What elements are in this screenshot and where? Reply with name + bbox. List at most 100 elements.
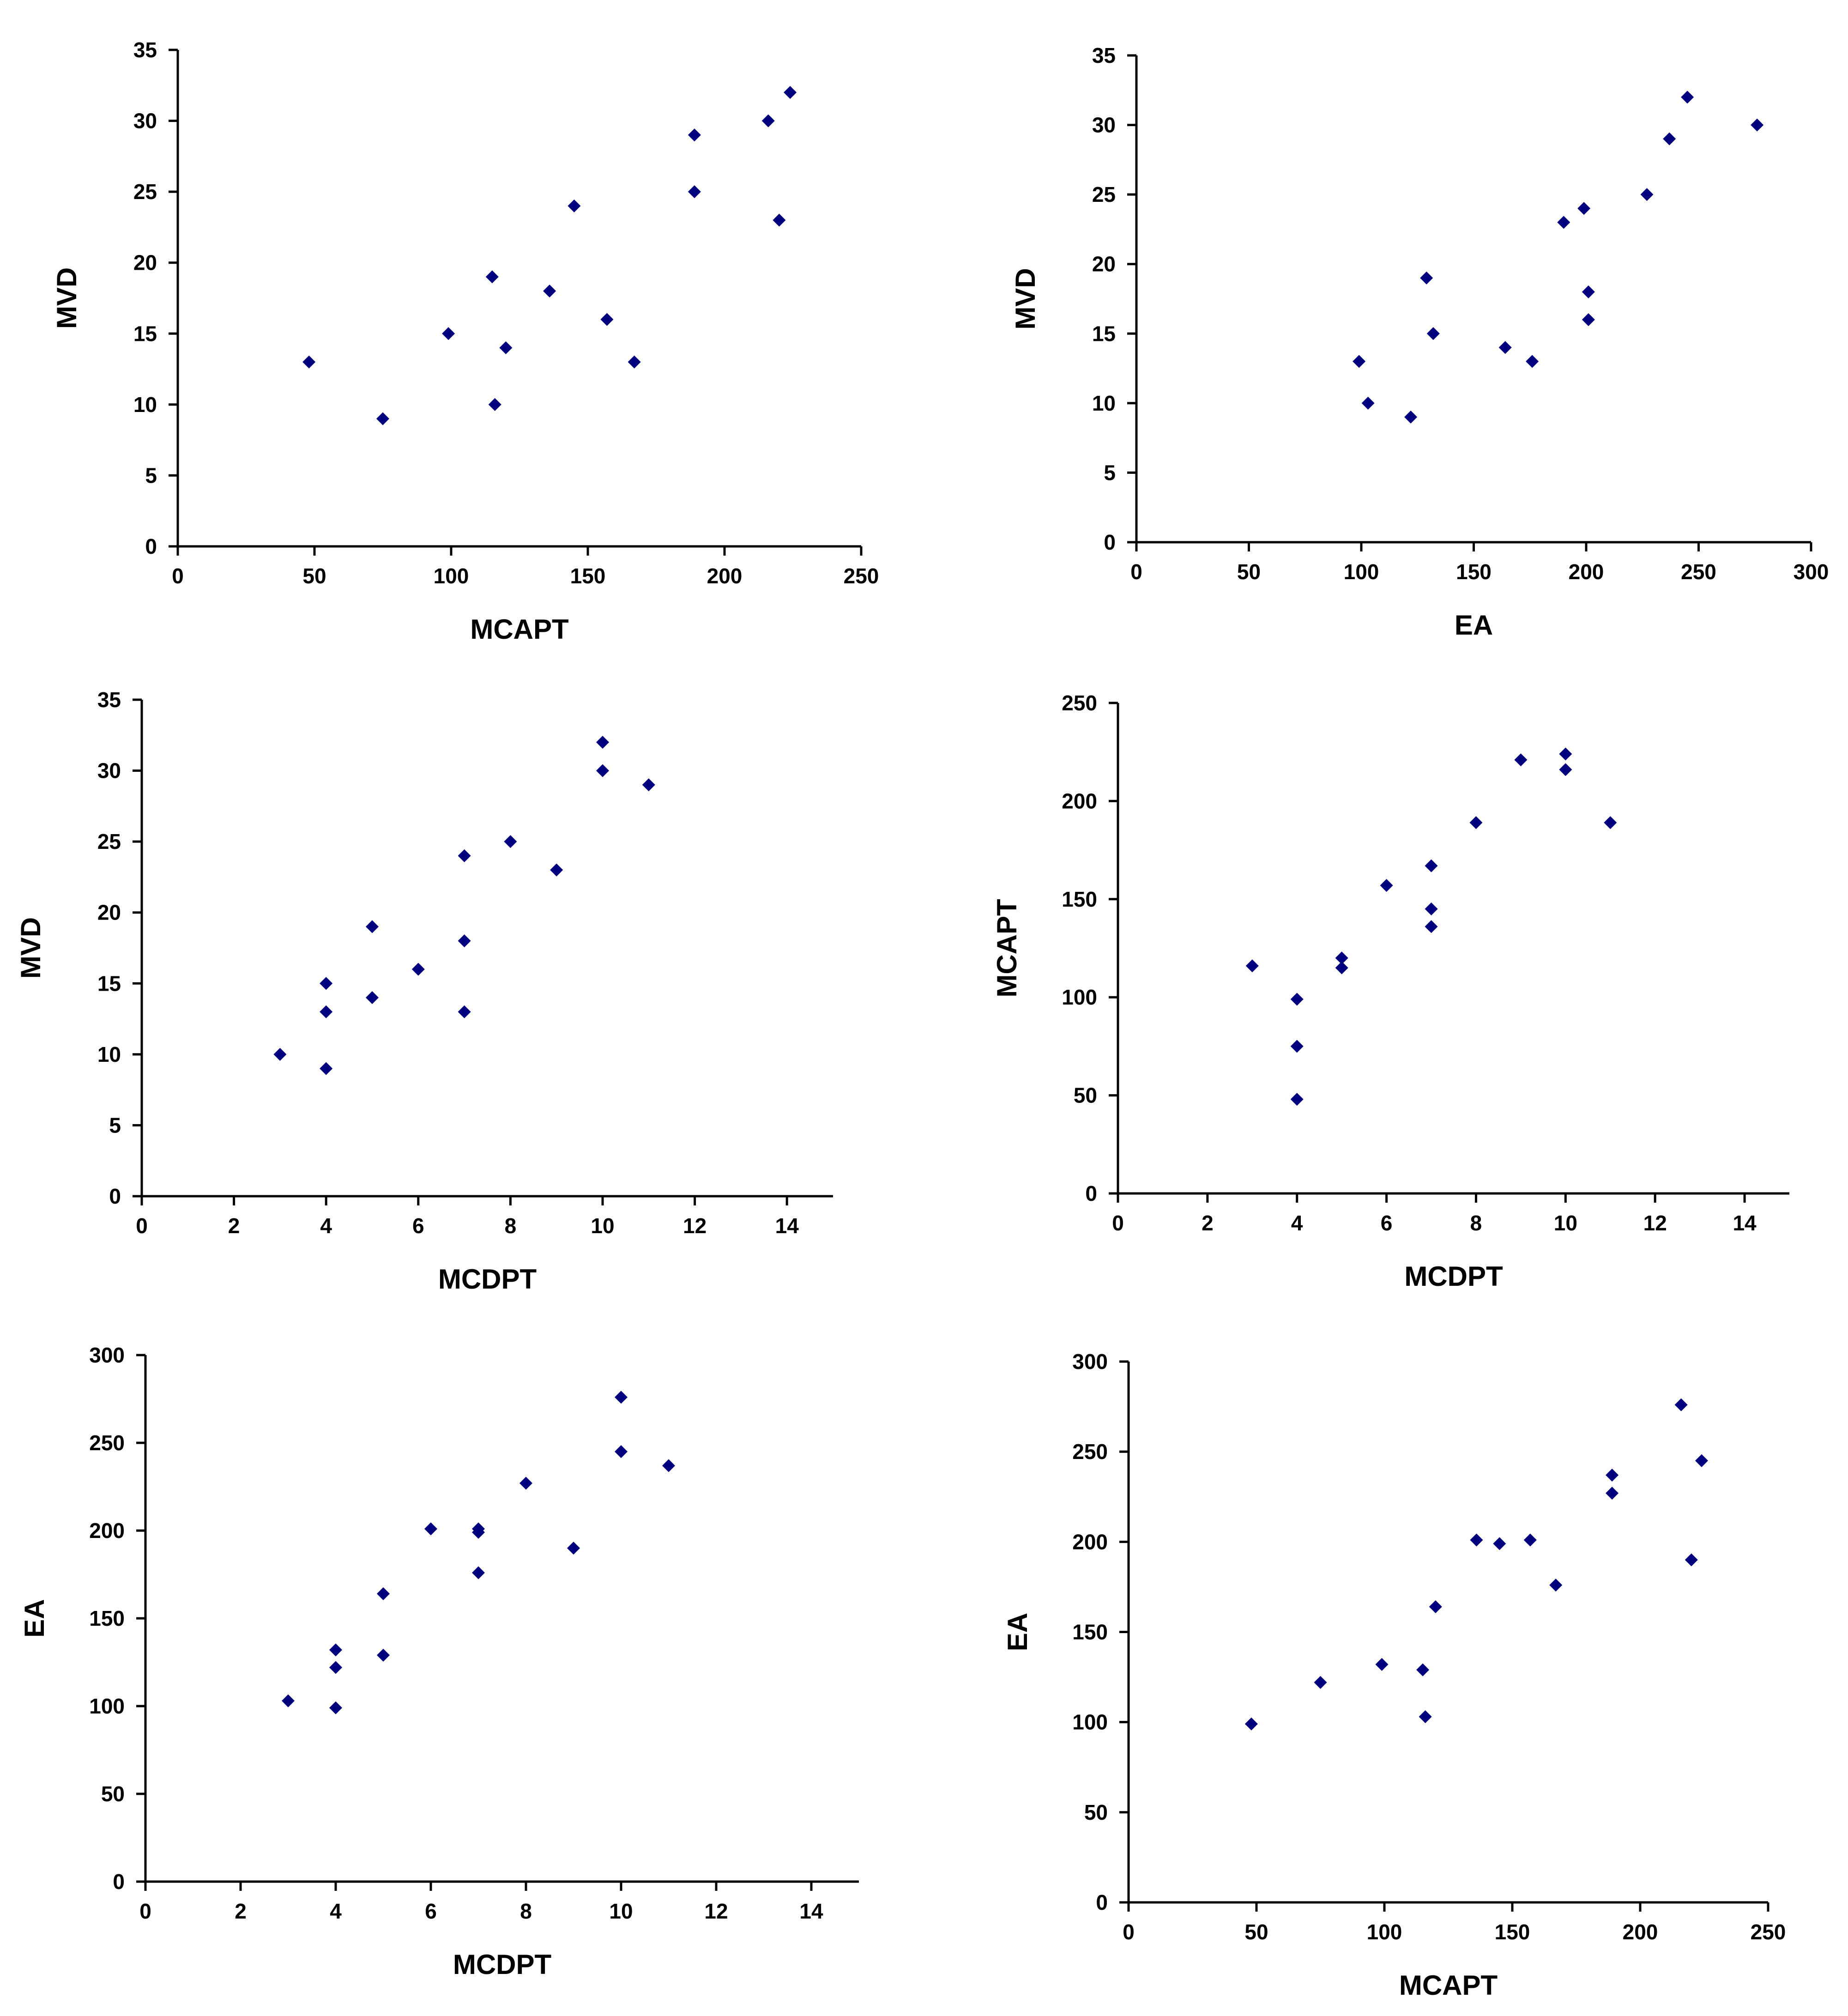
data-point <box>1361 396 1375 410</box>
x-tick-label: 150 <box>1456 560 1492 584</box>
x-tick-label: 0 <box>1123 1920 1135 1944</box>
data-point <box>458 849 471 862</box>
data-point <box>1380 879 1393 892</box>
y-tick-label: 15 <box>1092 321 1116 345</box>
data-point <box>1469 816 1483 829</box>
data-point <box>442 327 455 340</box>
y-tick-label: 50 <box>101 1782 125 1806</box>
x-tick-label: 10 <box>591 1214 614 1238</box>
y-tick-label: 15 <box>133 321 157 345</box>
y-tick-label: 100 <box>1072 1710 1108 1734</box>
x-tick-label: 4 <box>320 1214 332 1238</box>
x-axis-title: MCAPT <box>470 614 568 645</box>
data-point <box>628 355 641 369</box>
data-point <box>567 1542 580 1555</box>
data-point <box>615 1445 628 1458</box>
x-axis-title: EA <box>1455 610 1493 641</box>
data-point <box>329 1701 342 1714</box>
x-tick-label: 2 <box>228 1214 240 1238</box>
data-point <box>472 1566 485 1580</box>
data-point <box>1420 271 1433 285</box>
x-tick-label: 6 <box>412 1214 424 1238</box>
x-tick-label: 100 <box>1367 1920 1402 1944</box>
data-point <box>1751 118 1764 132</box>
y-tick-label: 35 <box>97 688 121 712</box>
y-tick-label: 100 <box>89 1694 125 1718</box>
data-point <box>1493 1537 1506 1550</box>
x-tick-label: 100 <box>1344 560 1379 584</box>
data-point <box>499 341 513 354</box>
y-tick-label: 50 <box>1074 1084 1097 1108</box>
x-tick-label: 0 <box>139 1899 151 1923</box>
data-point <box>1470 1533 1483 1547</box>
x-tick-label: 14 <box>775 1214 799 1238</box>
y-tick-label: 5 <box>109 1113 121 1137</box>
data-point <box>376 412 389 425</box>
y-tick-label: 200 <box>1062 789 1097 813</box>
y-tick-label: 35 <box>1092 43 1116 67</box>
data-point <box>662 1459 675 1472</box>
data-point <box>1681 91 1694 104</box>
y-tick-label: 50 <box>1084 1800 1108 1824</box>
data-point <box>273 1047 287 1061</box>
data-point <box>1416 1663 1430 1677</box>
x-tick-label: 0 <box>172 564 184 588</box>
data-point <box>1559 763 1572 776</box>
y-tick-label: 20 <box>1092 252 1116 276</box>
x-tick-label: 0 <box>1130 560 1142 584</box>
x-tick-label: 8 <box>505 1214 517 1238</box>
data-point <box>688 185 701 199</box>
y-tick-label: 15 <box>97 971 121 995</box>
y-tick-label: 10 <box>133 393 157 417</box>
data-point <box>1290 1040 1304 1053</box>
y-tick-label: 200 <box>1072 1530 1108 1554</box>
scatter-panel-4: 0 50 100 150 200 250 0 2 4 6 8 10 12 14 MCDPT MCAPT <box>991 691 1789 1292</box>
data-point <box>543 285 556 298</box>
y-tick-label: 150 <box>89 1606 125 1630</box>
data-point <box>329 1661 342 1674</box>
data-point <box>1353 355 1366 368</box>
x-tick-label: 12 <box>1643 1211 1667 1235</box>
data-point <box>1606 1486 1619 1500</box>
data-point <box>1426 327 1440 340</box>
data-point <box>320 1062 333 1075</box>
data-point <box>1526 355 1539 368</box>
x-tick-label: 50 <box>1237 560 1261 584</box>
data-point <box>773 213 786 227</box>
x-tick-label: 4 <box>330 1899 342 1923</box>
x-tick-label: 12 <box>704 1899 728 1923</box>
data-point <box>366 991 379 1004</box>
y-tick-label: 30 <box>1092 113 1116 137</box>
data-point <box>1425 902 1438 916</box>
data-point <box>1523 1533 1537 1547</box>
data-point <box>1375 1658 1389 1671</box>
data-point <box>688 128 701 142</box>
data-point <box>1685 1553 1698 1567</box>
x-tick-label: 10 <box>1554 1211 1577 1235</box>
x-axis-title: MCDPT <box>438 1264 537 1295</box>
scatter-panel-2: 0 5 10 15 20 25 30 35 0 50 100 150 200 250 300 EA MVD <box>1010 43 1829 641</box>
y-tick-label: 250 <box>1062 691 1097 715</box>
x-tick-label: 14 <box>799 1899 823 1923</box>
data-point <box>568 199 581 212</box>
data-point <box>519 1477 532 1490</box>
x-tick-label: 50 <box>1244 1920 1268 1944</box>
y-tick-label: 5 <box>1104 460 1116 484</box>
y-tick-label: 100 <box>1062 985 1097 1009</box>
x-tick-label: 0 <box>1112 1211 1124 1235</box>
y-tick-label: 0 <box>1104 530 1116 554</box>
y-tick-label: 10 <box>1092 391 1116 415</box>
y-axis-title: EA <box>19 1599 50 1637</box>
x-tick-label: 200 <box>707 564 743 588</box>
data-point <box>1244 1717 1258 1731</box>
x-tick-label: 12 <box>683 1214 707 1238</box>
data-point <box>1245 959 1259 973</box>
y-tick-label: 0 <box>1085 1181 1097 1205</box>
data-point <box>784 86 797 99</box>
x-tick-label: 10 <box>609 1899 633 1923</box>
data-point <box>377 1587 390 1600</box>
data-point <box>1663 132 1676 145</box>
y-tick-label: 0 <box>109 1184 121 1208</box>
x-axis-title: MCAPT <box>1399 1970 1498 2001</box>
